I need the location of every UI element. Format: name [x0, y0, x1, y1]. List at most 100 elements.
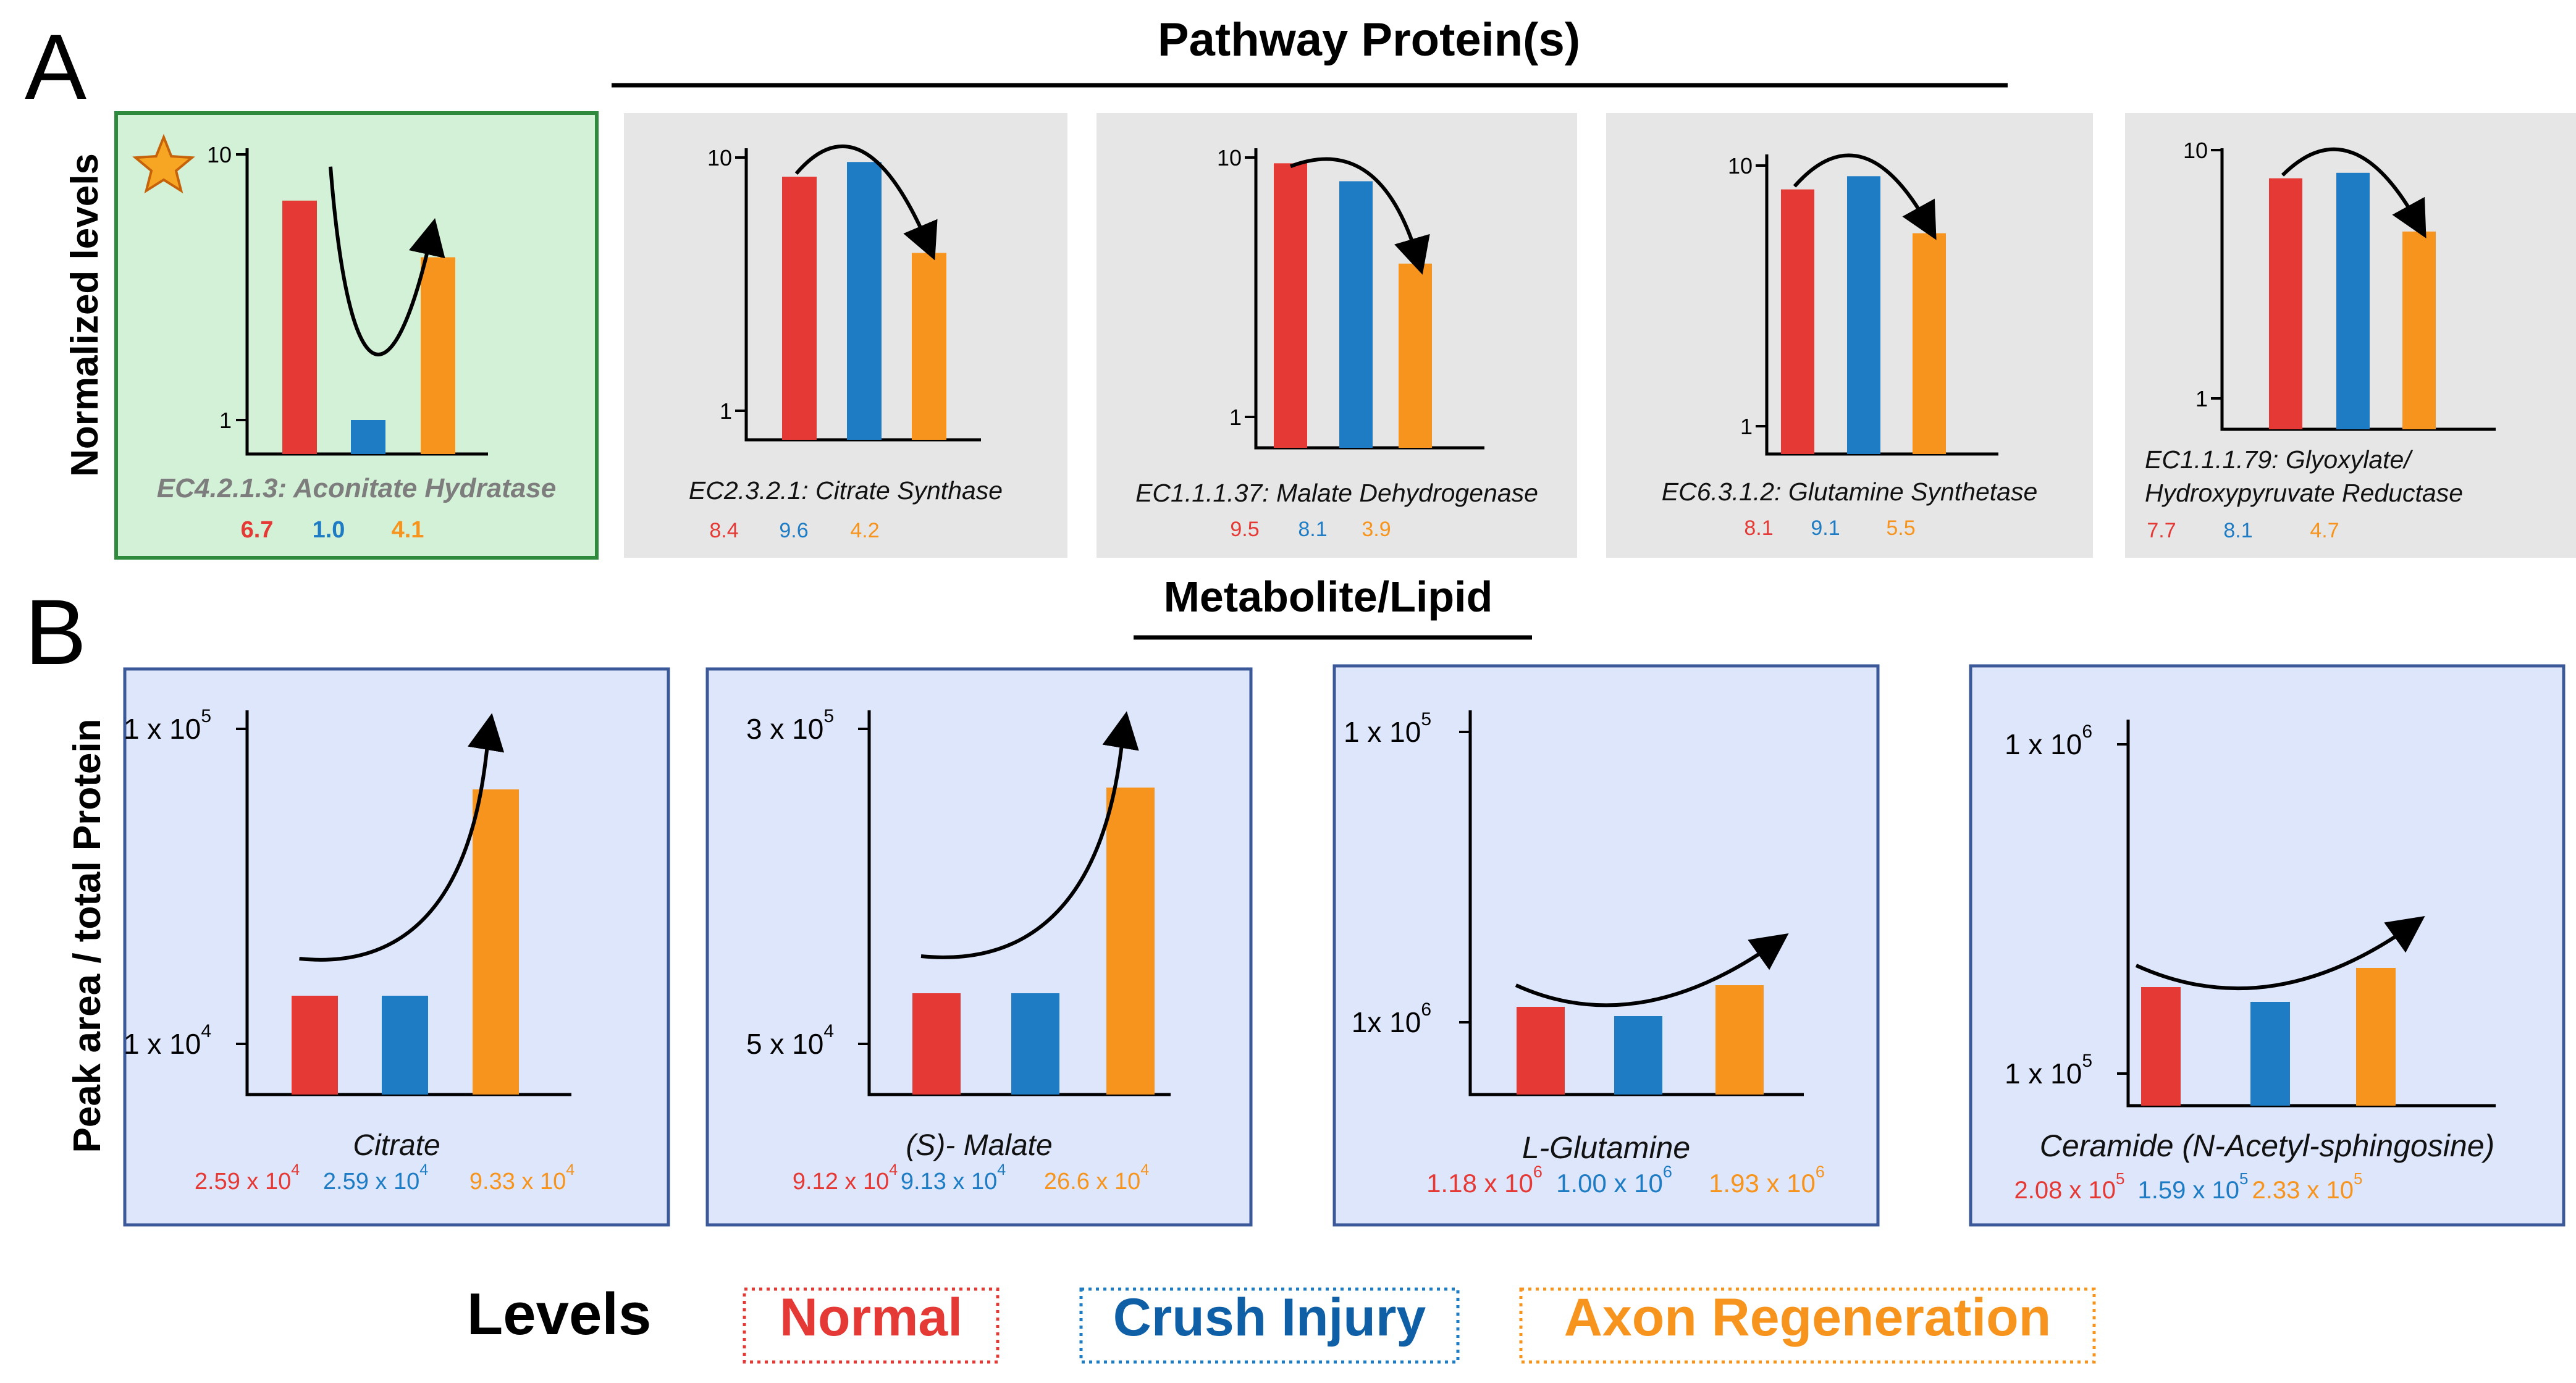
chart-title: (S)- Malate	[906, 1129, 1052, 1162]
bar-crush-injury	[1614, 1016, 1662, 1095]
legend-title: Levels	[467, 1281, 652, 1347]
legend-normal: Normal	[780, 1288, 962, 1347]
chart-axes	[744, 148, 981, 442]
y-tick-label: 10	[1728, 153, 1753, 179]
section-b-title: Metabolite/Lipid	[1164, 573, 1493, 621]
star-icon	[132, 133, 195, 194]
trend-arrow	[329, 166, 445, 356]
value-label: 1.00 x 106	[1556, 1162, 1672, 1198]
bar-normal	[1274, 163, 1307, 448]
panel-background	[1969, 664, 2565, 1227]
value-label: 9.12 x 104	[793, 1161, 898, 1195]
value-label: 1.18 x 106	[1426, 1162, 1543, 1198]
chart-panel-glutamine_synth: 10 1 EC6.3.1.2: Glutamine Synthetase 8.1 9.1…	[1606, 113, 2093, 558]
y-tick-label: 1x 106	[1352, 999, 1431, 1038]
bar-axon-regeneration	[912, 253, 946, 440]
value-label: 7.7	[2147, 519, 2176, 542]
value-label: 1.59 x 105	[2137, 1169, 2248, 1204]
chart-title: EC1.1.1.37: Malate Dehydrogenase	[1135, 479, 1538, 507]
chart-axes	[867, 710, 1171, 1096]
chart-axes	[245, 148, 488, 456]
panel-background	[705, 667, 1253, 1227]
trend-arrow	[1793, 153, 1937, 240]
y-tick-label: 1	[1229, 405, 1242, 430]
trend-arrow	[2135, 916, 2425, 991]
section-b-letter: B	[25, 580, 86, 684]
value-label: 2.08 x 105	[2014, 1169, 2124, 1204]
value-label: 9.5	[1230, 518, 1259, 541]
panel-background	[624, 113, 1067, 558]
value-label: 8.4	[709, 519, 738, 542]
chart-title: L-Glutamine	[1522, 1130, 1690, 1165]
chart-title: Hydroxypyruvate Reductase	[2145, 479, 2463, 507]
value-label: 9.33 x 104	[469, 1161, 575, 1195]
y-tick-label: 1 x 105	[124, 706, 211, 745]
value-label: 1.0	[313, 517, 345, 543]
value-label: 2.59 x 104	[323, 1161, 428, 1195]
value-label: 4.7	[2310, 519, 2339, 542]
section-a-ylabel: Normalized levels	[64, 153, 106, 477]
trend-arrow	[2281, 147, 2427, 238]
y-tick-label: 5 x 104	[746, 1021, 834, 1060]
bar-axon-regeneration	[421, 257, 455, 454]
section-a-letter: A	[25, 15, 86, 119]
legend-crush: Crush Injury	[1113, 1288, 1426, 1347]
y-tick-label: 1 x 105	[1344, 709, 1431, 748]
value-label: 4.2	[850, 519, 879, 542]
legend-box-regen	[1519, 1287, 2096, 1364]
value-label: 3.9	[1362, 518, 1391, 541]
value-label: 6.7	[241, 517, 274, 543]
bar-crush-injury	[382, 996, 428, 1095]
bar-axon-regeneration	[2402, 231, 2436, 429]
value-label: 8.1	[1298, 518, 1327, 541]
trend-arrow	[1515, 933, 1789, 1007]
bar-normal	[1781, 189, 1814, 454]
value-label: 2.59 x 104	[195, 1161, 300, 1195]
value-label: 9.13 x 104	[901, 1161, 1006, 1195]
bar-crush-injury	[1011, 993, 1059, 1095]
y-tick-label: 1	[219, 408, 232, 433]
chart-title: EC1.1.1.79: Glyoxylate/	[2145, 445, 2413, 474]
panel-background	[114, 111, 599, 560]
legend-regen: Axon Regeneration	[1564, 1288, 2051, 1347]
bar-normal	[912, 993, 961, 1095]
section-b-ylabel: Peak area / total Protein	[66, 719, 109, 1153]
y-tick-label: 10	[707, 145, 732, 170]
bar-crush-injury	[1847, 176, 1880, 454]
trend-arrow	[299, 713, 505, 962]
value-label: 9.1	[1811, 516, 1840, 540]
y-tick-label: 1	[720, 398, 732, 424]
bar-normal	[2269, 178, 2302, 429]
bar-normal	[292, 996, 338, 1095]
bar-crush-injury	[351, 420, 385, 454]
trend-arrow	[794, 144, 938, 261]
section-a-title: Pathway Protein(s)	[1158, 14, 1580, 66]
value-label: 2.33 x 105	[2252, 1169, 2362, 1204]
bar-crush-injury	[1339, 181, 1373, 448]
bar-axon-regeneration	[2356, 968, 2396, 1106]
bar-axon-regeneration	[1106, 788, 1155, 1095]
star-shape	[132, 133, 195, 194]
legend-box-normal	[743, 1287, 1000, 1364]
panel-background	[123, 667, 670, 1227]
y-tick-label: 10	[207, 142, 232, 167]
chart-panel-citrate_synthase: 10 1 EC2.3.2.1: Citrate Synthase 8.4 9.6 4.2	[624, 113, 1067, 558]
legend-box-crush	[1079, 1287, 1460, 1364]
y-tick-label: 10	[2183, 138, 2208, 163]
chart-title: Citrate	[353, 1129, 440, 1162]
trend-arrow	[1289, 157, 1430, 275]
bar-axon-regeneration	[473, 789, 519, 1095]
y-tick-label: 1 x 104	[124, 1021, 211, 1060]
y-tick-label: 1 x 105	[2005, 1051, 2092, 1090]
value-label: 1.93 x 106	[1709, 1162, 1825, 1198]
bar-axon-regeneration	[1399, 263, 1432, 448]
bar-normal	[282, 200, 317, 454]
y-tick-label: 1	[1740, 414, 1753, 439]
bar-crush-injury	[847, 162, 882, 440]
value-label: 5.5	[1886, 516, 1915, 540]
chart-panel-aconitate: 10 1 EC4.2.1.3: Aconitate Hydratase 6.7 1.0 4…	[114, 111, 599, 560]
panel-background	[1096, 113, 1577, 558]
